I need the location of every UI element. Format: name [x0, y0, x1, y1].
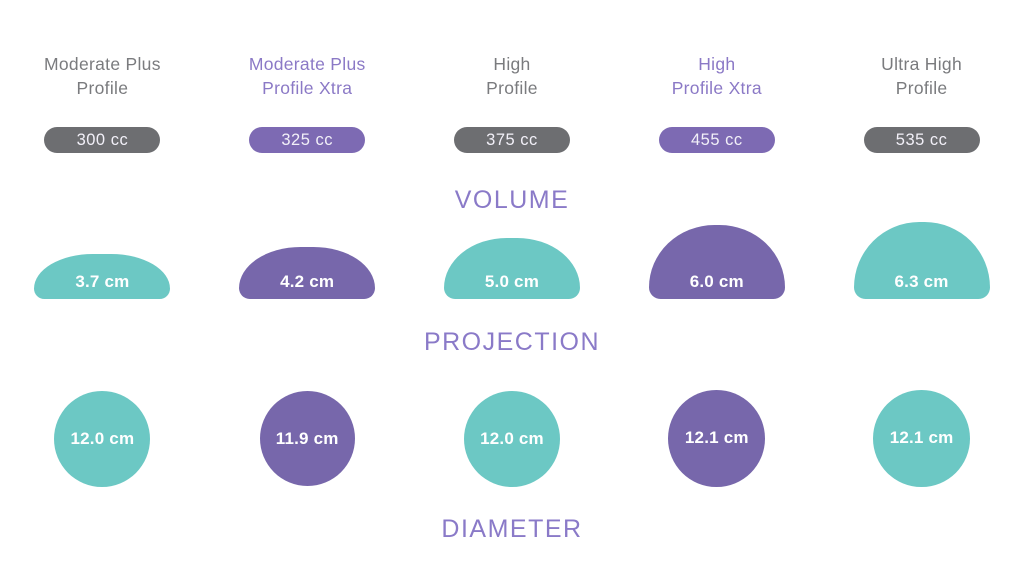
- projection-value: 5.0 cm: [484, 272, 540, 291]
- profile-title-line2: Profile Xtra: [262, 78, 353, 98]
- section-label-volume: VOLUME: [454, 186, 570, 214]
- profile-title-line1: Moderate Plus: [248, 54, 366, 74]
- diameter-cell: 12.1 cm: [614, 390, 819, 487]
- volume-pill-value: 325 cc: [281, 130, 333, 149]
- projection-value: 6.3 cm: [894, 272, 949, 291]
- section-label-diameter: DIAMETER: [441, 515, 583, 543]
- profile-title: High Profile Xtra: [672, 52, 762, 100]
- profile-title: High Profile: [486, 52, 538, 100]
- diameter-cell: 12.0 cm: [0, 390, 205, 487]
- profile-title-line1: High: [493, 54, 531, 74]
- projection-value: 3.7 cm: [75, 272, 130, 291]
- volume-pill: 325 cc: [249, 127, 366, 153]
- profile-column: Moderate Plus Profile 300 cc: [0, 52, 205, 153]
- diameter-shape: 12.0 cm: [54, 390, 151, 487]
- profile-header-row: Moderate Plus Profile 300 cc Moderate Pl…: [0, 52, 1024, 153]
- volume-pill: 375 cc: [453, 127, 570, 153]
- projection-shape: 3.7 cm: [34, 253, 171, 299]
- projection-value: 6.0 cm: [689, 272, 744, 291]
- volume-pill: 300 cc: [44, 127, 161, 153]
- diameter-cell: 12.0 cm: [410, 390, 615, 487]
- projection-shape: 6.0 cm: [648, 225, 785, 299]
- projection-shape: 6.3 cm: [853, 221, 990, 299]
- volume-pill-value: 455 cc: [690, 130, 743, 149]
- diameter-value: 11.9 cm: [275, 428, 339, 448]
- profile-title-line1: High: [698, 54, 736, 74]
- diameter-value: 12.1 cm: [684, 428, 749, 448]
- section-label-projection: PROJECTION: [423, 328, 601, 356]
- projection-cell: 6.3 cm: [819, 216, 1024, 299]
- volume-pill-value: 375 cc: [486, 130, 538, 149]
- profile-title: Moderate Plus Profile: [44, 52, 161, 100]
- volume-pill-value: 535 cc: [895, 130, 948, 149]
- diameter-shape: 11.9 cm: [259, 390, 355, 487]
- projection-cell: 5.0 cm: [410, 216, 615, 299]
- projection-cell: 6.0 cm: [614, 216, 819, 299]
- profile-title-line2: Profile: [895, 78, 948, 98]
- projection-shape: 4.2 cm: [239, 247, 376, 299]
- profile-title-line2: Profile Xtra: [671, 78, 762, 98]
- projection-shape: 5.0 cm: [443, 237, 580, 299]
- profile-title: Moderate Plus Profile Xtra: [249, 52, 366, 100]
- diameter-cell: 11.9 cm: [205, 390, 410, 487]
- profile-title-line1: Ultra High: [881, 54, 962, 74]
- profile-title-line2: Profile: [76, 78, 129, 98]
- diameter-cell: 12.1 cm: [819, 390, 1024, 487]
- projection-row: 3.7 cm 4.2 cm 5.0 cm 6.0 cm 6.3 cm: [0, 216, 1024, 299]
- diameter-value: 12.0 cm: [70, 428, 135, 448]
- profile-column: Moderate Plus Profile Xtra 325 cc: [205, 52, 410, 153]
- profile-column: High Profile 375 cc: [410, 52, 615, 153]
- projection-cell: 3.7 cm: [0, 216, 205, 299]
- diameter-row: 12.0 cm 11.9 cm 12.0 cm 12.1 cm 12.1 cm: [0, 390, 1024, 487]
- profile-title-line1: Moderate Plus: [44, 54, 161, 74]
- projection-cell: 4.2 cm: [205, 216, 410, 299]
- profile-column: High Profile Xtra 455 cc: [614, 52, 819, 153]
- diameter-value: 12.1 cm: [889, 428, 954, 448]
- profile-column: Ultra High Profile 535 cc: [819, 52, 1024, 153]
- diameter-shape: 12.1 cm: [873, 390, 970, 487]
- profile-title-line2: Profile: [486, 78, 538, 98]
- volume-pill: 455 cc: [658, 127, 775, 153]
- volume-pill-value: 300 cc: [76, 130, 129, 149]
- volume-pill: 535 cc: [863, 127, 980, 153]
- diameter-shape: 12.0 cm: [463, 390, 560, 487]
- diameter-shape: 12.1 cm: [668, 390, 766, 487]
- diameter-value: 12.0 cm: [480, 428, 544, 448]
- projection-value: 4.2 cm: [280, 272, 335, 291]
- profile-title: Ultra High Profile: [881, 52, 962, 100]
